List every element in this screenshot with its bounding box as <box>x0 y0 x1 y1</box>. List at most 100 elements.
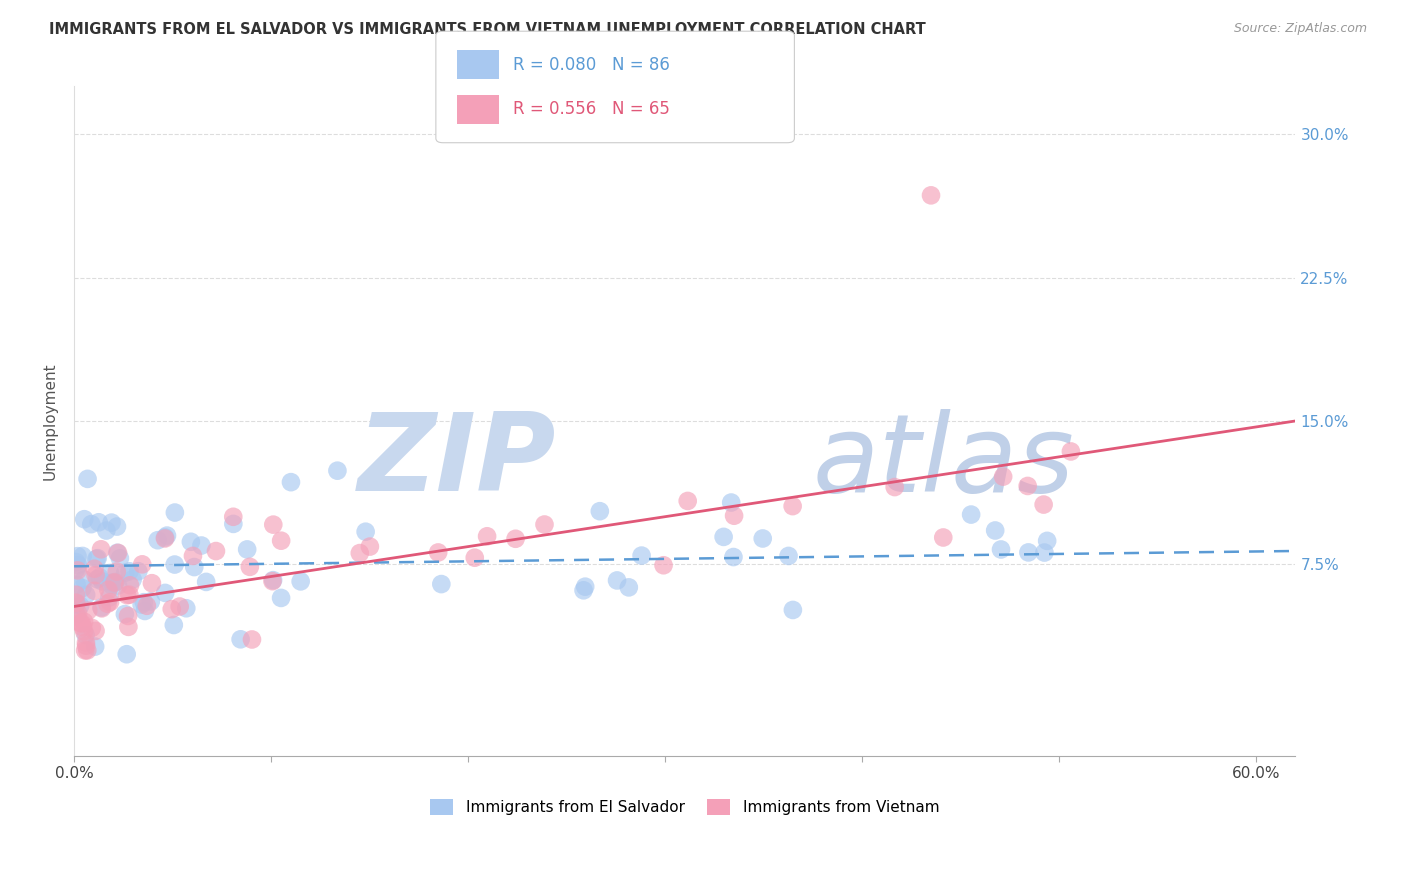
Point <box>134 604 156 618</box>
Point <box>920 188 942 202</box>
Text: Source: ZipAtlas.com: Source: ZipAtlas.com <box>1233 22 1367 36</box>
Point <box>195 574 218 589</box>
Point <box>262 573 284 587</box>
Point <box>222 509 245 524</box>
Point <box>69 615 91 630</box>
Point <box>1017 479 1039 493</box>
Point <box>960 508 983 522</box>
Point <box>89 570 111 584</box>
Point <box>72 581 94 595</box>
Point <box>464 550 486 565</box>
Point <box>86 551 108 566</box>
Point <box>103 575 125 590</box>
Point <box>118 564 141 578</box>
Text: atlas: atlas <box>813 409 1076 514</box>
Point <box>1033 545 1056 559</box>
Point <box>236 542 259 557</box>
Point <box>65 596 87 610</box>
Point <box>65 607 87 622</box>
Point <box>139 594 162 608</box>
Point <box>87 516 110 530</box>
Point <box>84 640 107 654</box>
Point <box>80 621 103 635</box>
Point <box>84 568 107 582</box>
Point <box>652 558 675 573</box>
Point <box>174 601 197 615</box>
Point <box>83 583 105 598</box>
Point <box>69 599 91 613</box>
Point <box>782 499 804 513</box>
Point <box>131 558 153 572</box>
Point <box>932 531 955 545</box>
Point <box>991 469 1014 483</box>
Point <box>118 588 141 602</box>
Point <box>75 628 97 642</box>
Point <box>65 598 87 612</box>
Point <box>239 559 262 574</box>
Point <box>66 563 89 577</box>
Point <box>65 577 87 591</box>
Point <box>73 512 96 526</box>
Point <box>505 532 527 546</box>
Point <box>359 540 381 554</box>
Point <box>190 539 212 553</box>
Point <box>86 552 108 566</box>
Point <box>100 516 122 530</box>
Point <box>72 620 94 634</box>
Point <box>883 480 905 494</box>
Point <box>70 616 93 631</box>
Point <box>96 524 118 538</box>
Point <box>101 575 124 590</box>
Point <box>153 531 176 545</box>
Point <box>617 580 640 594</box>
Point <box>75 635 97 649</box>
Point <box>135 599 157 613</box>
Point <box>90 601 112 615</box>
Point <box>107 546 129 560</box>
Point <box>354 524 377 539</box>
Point <box>73 624 96 639</box>
Text: IMMIGRANTS FROM EL SALVADOR VS IMMIGRANTS FROM VIETNAM UNEMPLOYMENT CORRELATION : IMMIGRANTS FROM EL SALVADOR VS IMMIGRANT… <box>49 22 927 37</box>
Point <box>66 549 89 563</box>
Point <box>270 533 292 548</box>
Point <box>65 555 87 569</box>
Point <box>990 542 1012 557</box>
Point <box>163 506 186 520</box>
Point <box>280 475 302 490</box>
Point <box>118 578 141 592</box>
Y-axis label: Unemployment: Unemployment <box>44 362 58 480</box>
Point <box>104 574 127 589</box>
Point <box>77 604 100 618</box>
Point <box>270 591 292 605</box>
Point <box>114 607 136 621</box>
Point <box>67 607 90 621</box>
Point <box>80 517 103 532</box>
Point <box>984 524 1007 538</box>
Point <box>222 516 245 531</box>
Point <box>72 549 94 563</box>
Point <box>76 472 98 486</box>
Point <box>262 517 284 532</box>
Point <box>141 576 163 591</box>
Point <box>160 602 183 616</box>
Point <box>290 574 312 589</box>
Point <box>676 494 699 508</box>
Point <box>98 566 121 580</box>
Point <box>127 564 149 578</box>
Point <box>181 549 204 563</box>
Point <box>107 578 129 592</box>
Point <box>782 603 804 617</box>
Point <box>83 562 105 576</box>
Point <box>156 528 179 542</box>
Point <box>105 546 128 560</box>
Point <box>90 600 112 615</box>
Point <box>86 572 108 586</box>
Point <box>146 533 169 548</box>
Point <box>65 562 87 576</box>
Legend: Immigrants from El Salvador, Immigrants from Vietnam: Immigrants from El Salvador, Immigrants … <box>425 793 945 822</box>
Point <box>75 643 97 657</box>
Point <box>114 566 136 580</box>
Point <box>723 508 745 523</box>
Point <box>115 647 138 661</box>
Point <box>108 551 131 566</box>
